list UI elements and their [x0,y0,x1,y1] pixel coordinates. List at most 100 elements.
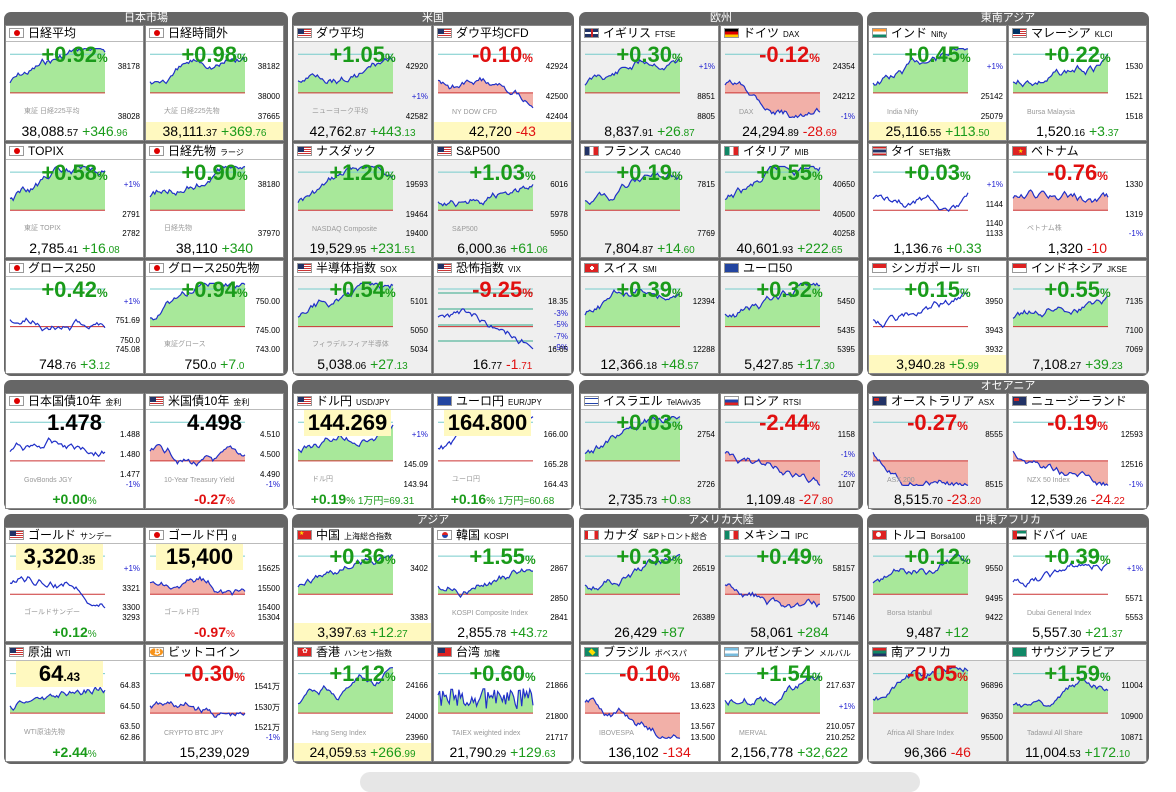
market-panel[interactable]: S&P500 +1.03% 6016 5978 5950 S&P500 6,000.… [433,143,572,258]
market-panel[interactable]: ブラジル ボベスパ -0.10% 13.687 13.623 13.567 13.500… [580,644,719,762]
price-chart [297,53,394,94]
market-panel[interactable]: 韓国 KOSPI +1.55% 2867 2850 2841 KOSPI Compos… [433,527,572,642]
chart-line [297,282,394,318]
axis-label: 743.00 [255,345,280,354]
panel-header: 日経時間外 [146,26,283,42]
market-panel[interactable]: 米国債10年 金利 4.498 4.510 4.500 4.490 -1% 10-Yea… [145,393,284,509]
market-panel[interactable]: スイス SMI +0.39% 12394 12288 12,366.18 +48.5… [580,260,719,374]
market-panel[interactable]: ★ 中国 上海総合指数 +0.36% 3402 3383 3,397.63 +12.… [293,527,432,642]
axis-label: 143.94 [403,480,428,489]
market-panel[interactable]: メキシコ IPC +0.49% 58157 57500 57146 58,061 +2… [720,527,859,642]
market-panel[interactable]: ロシア RTSI -2.44% 1158 -1% -2% 1107 1,109.48 -… [720,393,859,509]
market-panel[interactable]: ユーロ円 EUR/JPY 164.800 166.00 165.28 164.43 ユ… [433,393,572,509]
market-panel[interactable]: ニュージーランド -0.19% 12593 12516 -1% NZX 50 Ind… [1008,393,1147,509]
market-panel[interactable]: アルゼンチン メルバル +1.54% 217.637 +1% 210.057 210.2… [720,644,859,762]
market-panel[interactable]: 日経先物 ラージ +0.90% 38180 37970 日経先物 38,110 +3… [145,143,284,258]
price-value: 12,366 [600,356,644,372]
axis-label: 5395 [837,345,855,354]
ca-flag-icon [584,530,599,540]
change-extra: % [87,496,97,507]
page-nav-bar[interactable] [360,772,920,792]
panel-footer: 3,940.28 +5.99 [869,355,1006,373]
market-panel[interactable]: インド Nifty +0.45% +1% 25142 25079 India Nift… [868,25,1007,141]
chart-watermark: IBOVESPA [599,730,634,737]
market-panel[interactable]: ゴールド円 g 15,400 15625 15500 15400 15304 ゴールド円… [145,527,284,642]
market-panel[interactable]: サウジアラビア +1.59% 11004 10900 10871 Tadawul A… [1008,644,1147,762]
change-decimal: .99 [401,749,416,760]
market-subname: KOSPI [484,532,509,541]
market-panel[interactable]: ダウ平均CFD -0.10% 42924 42500 42404 NY DOW CF… [433,25,572,141]
price-decimal: .06 [352,361,367,372]
btc-flag-icon: ₿ [149,647,164,657]
market-panel[interactable]: トルコ Borsa100 +0.12% 9550 9495 9422 Borsa Is… [868,527,1007,642]
market-panel[interactable]: ₿ ビットコイン -0.30% 1541万 1530万 1521万 -1% CRYPT… [145,644,284,762]
axis-label: 7135 [1125,297,1143,306]
axis-label: 38028 [117,112,140,121]
change-percent-big: +0.19% [616,160,683,185]
market-panel[interactable]: ゴールド サンデー 3,320.35 +1% 3321 3300 3293 ゴールドサン… [5,527,144,642]
price-value: 3,940 [896,356,932,372]
market-panel[interactable]: シンガポール STI +0.15% 3950 3943 3932 3,940.28 +… [868,260,1007,374]
market-panel[interactable]: ★ ベトナム -0.76% 1330 1319 -1% ベトナム株 1,320 -1… [1008,143,1147,258]
panel-header: ユーロ50 [721,261,858,277]
price-value: 96,366 [904,744,947,760]
market-panel[interactable]: オーストラリア ASX -0.27% 8555 8515 ASX 200 8,515… [868,393,1007,509]
panel-footer: -0.27% [146,490,283,508]
market-panel[interactable]: 原油 WTI 64.43 64.83 64.50 63.50 62.86 WTI原油先物… [5,644,144,762]
market-panel[interactable]: TOPIX +0.58% +1% 2791 2782 東証 TOPIX 2,785.… [5,143,144,258]
axis-label: 8805 [697,112,715,121]
market-panel[interactable]: ドル円 USD/JPY 144.269 +1% 145.09 143.94 ドル円 +… [293,393,432,509]
us-flag-icon [437,263,452,273]
chart-area [1013,296,1108,327]
market-panel[interactable]: イギリス FTSE +0.30% +1% 8851 8805 8,837.91 +26… [580,25,719,141]
market-panel[interactable]: グロース250 +0.42% +1% 751.69 750.0 745.08 748.… [5,260,144,374]
market-panel[interactable]: 半導体指数 SOX +0.54% 5101 5050 5034 フィラデルフィア半導体… [293,260,432,374]
change-decimal: .20 [967,496,981,507]
market-name: ユーロ円 EUR/JPY [456,394,542,408]
chart-line [297,554,394,588]
chart-area [725,283,820,327]
market-name: グロース250先物 [168,261,260,275]
market-panel[interactable]: 日本国債10年 金利 1.478 1.488 1.480 1.477 -1% GovBo… [5,393,144,509]
market-panel[interactable]: ✿ 香港 ハンセン指数 +1.12% 24166 24000 23960 Hang S… [293,644,432,762]
market-panel[interactable]: フランス CAC40 +0.19% 7815 7769 7,804.87 +14.6… [580,143,719,258]
change-percent-big: +0.03% [616,410,683,435]
chart-watermark: MERVAL [739,730,768,737]
market-panel[interactable]: インドネシア JKSE +0.55% 7135 7100 7069 7,108.27 … [1008,260,1147,374]
market-panel[interactable]: マレーシア KLCI +0.22% 1530 1521 1518 Bursa Mala… [1008,25,1147,141]
axis-label: 57500 [832,593,855,603]
market-panel[interactable]: イスラエル TelAviv35 +0.03% 2754 2726 2,735.73 … [580,393,719,509]
axis-label: 1541万 [254,682,280,691]
change-value: +113 [945,123,976,139]
market-subname: Nifty [931,30,948,39]
market-panel[interactable]: ドイツ DAX -0.12% 24354 24212 -1% DAX 24,294.8… [720,25,859,141]
section-title: オセアニア [980,380,1036,392]
panel-footer: 21,790.29 +129.63 [434,743,571,761]
market-panel[interactable]: 恐怖指数 VIX -9.25% 18.35 -3% -5% -7% -9% 16.65 16… [433,260,572,374]
market-panel[interactable]: ナスダック +1.20% 19593 19464 19400 NASDAQ Comp… [293,143,432,258]
market-panel[interactable]: 南アフリカ -0.05% 96896 96350 95500 Africa All … [868,644,1007,762]
price-decimal: .48 [781,496,795,507]
axis-label: 15500 [257,583,280,593]
market-panel[interactable]: イタリア MIB +0.55% 40650 40500 40258 40,601.93… [720,143,859,258]
market-panel[interactable]: カナダ S&Pトロント総合 +0.33% 26519 26389 26,429 +8… [580,527,719,642]
panel-footer: +0.12% [6,623,143,641]
price-decimal: .53 [1066,749,1081,760]
price-decimal: .77 [488,361,503,372]
price-value: 38,110 [175,240,218,256]
axis-label: 63.50 [119,722,140,732]
market-panel[interactable]: ダウ平均 +1.05% 42920 +1% 42582 ニューヨーク平均 42,76… [293,25,432,141]
market-panel[interactable]: タイ SET指数 +0.03% +1% 1144 1140 1133 1,136.76 … [868,143,1007,258]
market-panel[interactable]: グロース250先物 +0.94% 750.00 745.00 743.00 東証グロ… [145,260,284,374]
change-decimal: .72 [533,629,548,640]
market-panel[interactable]: 台湾 加権 +0.60% 21866 21800 21717 TAIEX weight… [433,644,572,762]
us-flag-icon [9,530,24,540]
sg-flag-icon [872,263,887,273]
market-panel[interactable]: ユーロ50 +0.32% 5450 5435 5395 5,427.85 +17.3… [720,260,859,374]
chart-line [9,686,106,712]
price-value: 26,429 [614,624,658,640]
market-name: 恐怖指数 VIX [456,261,521,275]
market-panel[interactable]: ドバイ UAE +0.39% +1% 5571 5553 Dubai General … [1008,527,1147,642]
market-panel[interactable]: 日経時間外 +0.98% 38182 38000 37665 大証 日経225先物 … [145,25,284,141]
market-panel[interactable]: 日経平均 +0.92% 38178 38028 東証 日経225平均 38,088… [5,25,144,141]
